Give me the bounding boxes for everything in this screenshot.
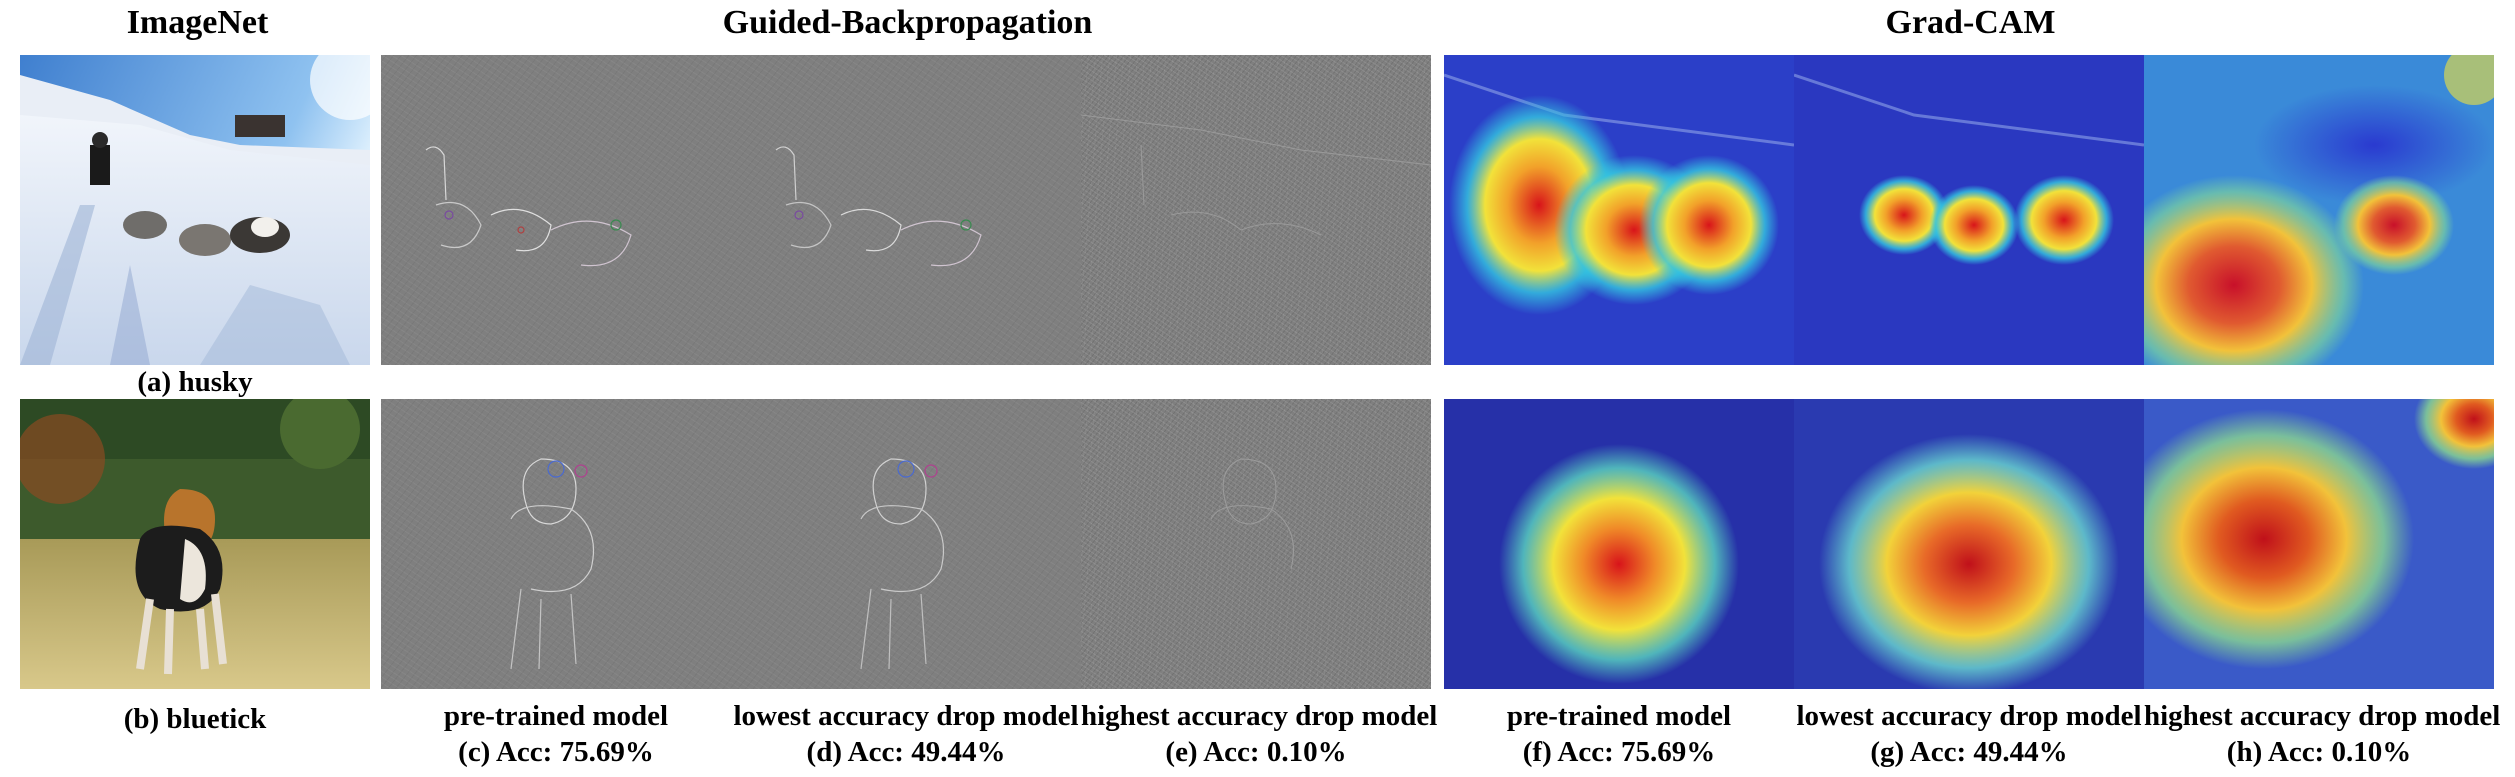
husky-gbp-lowest (731, 55, 1081, 365)
husky-gradcam-pretrained (1444, 55, 1794, 365)
imagenet-header: ImageNet (126, 4, 269, 41)
bluetick-gradcam-highest (2144, 399, 2494, 689)
husky-gbp-highest (1081, 55, 1431, 365)
bluetick-gradcam-lowest (1794, 399, 2144, 689)
husky-gradcam-highest (2144, 55, 2494, 365)
col-d-acc-label: (d) Acc: 49.44% (806, 736, 1006, 768)
col-c-model-label: pre-trained model (443, 700, 669, 732)
bluetick-label: (b) bluetick (123, 703, 267, 735)
col-e-model-label: highest accuracy drop model (1081, 700, 1438, 732)
col-g-acc-label: (g) Acc: 49.44% (1870, 736, 2068, 768)
husky-original-image (20, 55, 370, 365)
col-h-acc-label: (h) Acc: 0.10% (2226, 736, 2412, 768)
col-f-model-label: pre-trained model (1506, 700, 1732, 732)
gradcam-header: Grad-CAM (1885, 4, 2056, 41)
col-e-acc-label: (e) Acc: 0.10% (1165, 736, 1347, 768)
bluetick-gbp-highest (1081, 399, 1431, 689)
bluetick-gbp-pretrained (381, 399, 731, 689)
bluetick-original-image (20, 399, 370, 689)
husky-gradcam-lowest (1794, 55, 2144, 365)
col-d-model-label: lowest accuracy drop model (733, 700, 1079, 732)
husky-gbp-pretrained (381, 55, 731, 365)
col-c-acc-label: (c) Acc: 75.69% (458, 736, 654, 768)
husky-label: (a) husky (137, 366, 253, 398)
col-f-acc-label: (f) Acc: 75.69% (1522, 736, 1716, 768)
guided-backprop-header: Guided-Backpropagation (722, 4, 1093, 41)
col-g-model-label: lowest accuracy drop model (1796, 700, 2142, 732)
bluetick-gbp-lowest (731, 399, 1081, 689)
col-h-model-label: highest accuracy drop model (2144, 700, 2501, 732)
bluetick-gradcam-pretrained (1444, 399, 1794, 689)
